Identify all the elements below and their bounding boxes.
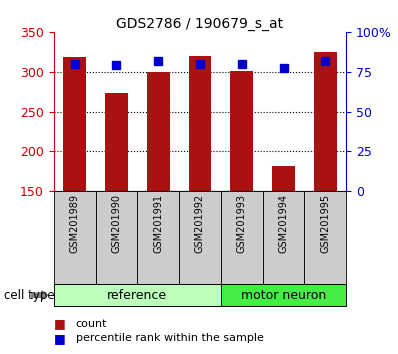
Text: GSM201995: GSM201995 xyxy=(320,194,330,253)
Text: ■: ■ xyxy=(54,318,66,330)
Text: reference: reference xyxy=(107,289,168,302)
Title: GDS2786 / 190679_s_at: GDS2786 / 190679_s_at xyxy=(117,17,283,31)
Bar xyxy=(63,57,86,191)
Bar xyxy=(54,191,96,285)
Bar xyxy=(105,93,128,191)
Text: GSM201993: GSM201993 xyxy=(237,194,247,253)
Bar xyxy=(304,191,346,285)
Text: percentile rank within the sample: percentile rank within the sample xyxy=(76,333,263,343)
Text: GSM201994: GSM201994 xyxy=(279,194,289,253)
Text: GSM201992: GSM201992 xyxy=(195,194,205,253)
Bar xyxy=(137,191,179,285)
Bar xyxy=(263,191,304,285)
Text: cell type: cell type xyxy=(4,289,55,302)
Text: motor neuron: motor neuron xyxy=(241,289,326,302)
Bar xyxy=(189,56,211,191)
Text: count: count xyxy=(76,319,107,329)
Text: ■: ■ xyxy=(54,332,66,344)
Text: GSM201991: GSM201991 xyxy=(153,194,163,253)
Bar xyxy=(221,284,346,306)
Bar xyxy=(221,191,263,285)
Bar xyxy=(179,191,221,285)
Bar xyxy=(147,72,170,191)
Bar xyxy=(272,166,295,191)
Bar xyxy=(314,52,337,191)
Bar xyxy=(54,284,221,306)
Bar xyxy=(96,191,137,285)
Text: GSM201989: GSM201989 xyxy=(70,194,80,253)
Bar xyxy=(230,71,253,191)
Text: GSM201990: GSM201990 xyxy=(111,194,121,253)
